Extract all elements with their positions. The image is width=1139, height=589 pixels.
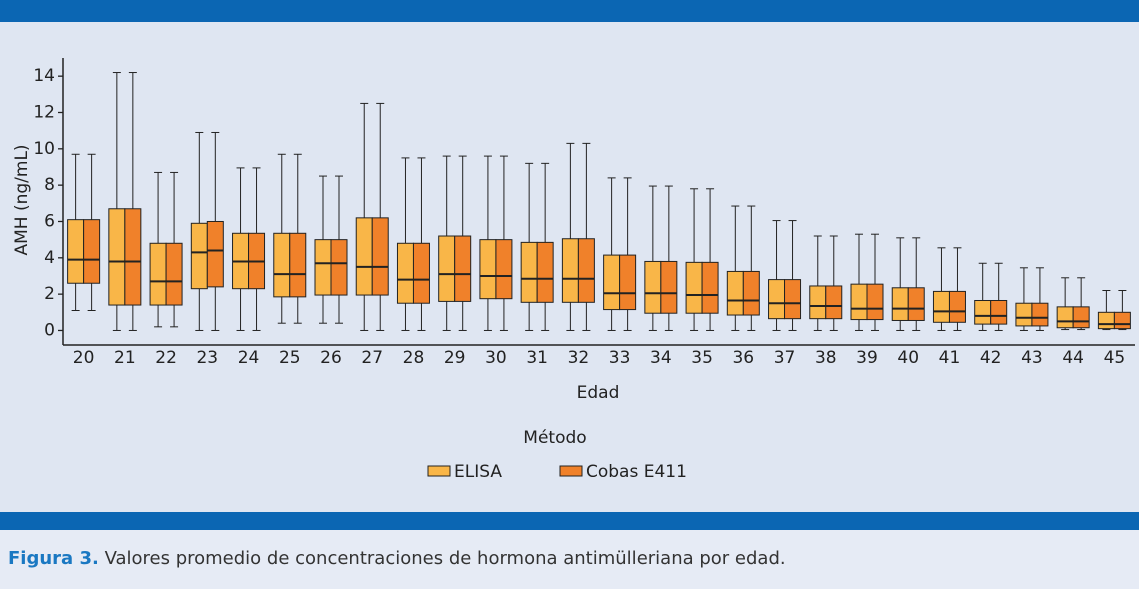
box bbox=[355, 217, 373, 296]
bottom-band bbox=[0, 512, 1139, 530]
x-tick-label: 28 bbox=[403, 348, 425, 368]
box bbox=[371, 217, 389, 296]
box bbox=[83, 219, 101, 284]
box bbox=[726, 270, 744, 316]
x-tick-label: 22 bbox=[155, 348, 177, 368]
box bbox=[67, 219, 85, 284]
x-tick-label: 27 bbox=[361, 348, 383, 368]
x-tick-label: 39 bbox=[856, 348, 878, 368]
box bbox=[149, 242, 167, 306]
x-tick-label: 41 bbox=[939, 348, 961, 368]
box bbox=[1097, 311, 1115, 330]
x-tick-label: 37 bbox=[774, 348, 796, 368]
x-tick-label: 44 bbox=[1062, 348, 1084, 368]
box bbox=[1072, 306, 1090, 329]
box bbox=[974, 299, 992, 325]
box bbox=[907, 287, 925, 321]
x-tick-label: 43 bbox=[1021, 348, 1043, 368]
box bbox=[891, 287, 909, 321]
x-tick-label: 31 bbox=[526, 348, 548, 368]
box bbox=[742, 270, 760, 316]
x-tick-label: 25 bbox=[279, 348, 301, 368]
box bbox=[536, 241, 554, 303]
x-tick-label: 20 bbox=[73, 348, 95, 368]
x-tick-label: 40 bbox=[897, 348, 919, 368]
x-tick-label: 24 bbox=[238, 348, 260, 368]
x-tick-label: 33 bbox=[609, 348, 631, 368]
box bbox=[685, 261, 703, 314]
box bbox=[932, 290, 950, 323]
box bbox=[1031, 302, 1049, 327]
box bbox=[289, 232, 307, 298]
box bbox=[190, 222, 208, 290]
box bbox=[784, 279, 802, 320]
x-tick-label: 21 bbox=[114, 348, 136, 368]
box bbox=[314, 239, 332, 296]
y-axis-label: AMH (ng/mL) bbox=[12, 144, 32, 255]
box bbox=[825, 285, 843, 320]
box bbox=[866, 283, 884, 321]
top-band bbox=[0, 0, 1139, 22]
x-tick-label: 35 bbox=[691, 348, 713, 368]
caption-text: Valores promedio de concentraciones de h… bbox=[104, 548, 786, 569]
box bbox=[644, 260, 662, 314]
x-tick-label: 23 bbox=[196, 348, 218, 368]
box bbox=[108, 208, 126, 306]
caption: Figura 3. Valores promedio de concentrac… bbox=[8, 548, 786, 569]
x-tick-label: 32 bbox=[568, 348, 590, 368]
box bbox=[701, 261, 719, 314]
box bbox=[124, 208, 142, 306]
box bbox=[1015, 302, 1033, 327]
x-tick-label: 26 bbox=[320, 348, 342, 368]
x-tick-label: 34 bbox=[650, 348, 672, 368]
legend-title: Método bbox=[523, 428, 586, 448]
x-tick-label: 38 bbox=[815, 348, 837, 368]
box bbox=[603, 254, 621, 311]
y-tick-label: 10 bbox=[33, 139, 55, 159]
y-tick-label: 4 bbox=[44, 248, 55, 268]
x-tick-label: 29 bbox=[444, 348, 466, 368]
y-tick-label: 8 bbox=[44, 175, 55, 195]
box bbox=[561, 238, 579, 303]
box bbox=[1113, 311, 1131, 330]
x-tick-label: 42 bbox=[980, 348, 1002, 368]
box bbox=[165, 242, 183, 306]
legend-swatch bbox=[427, 465, 451, 477]
caption-label: Figura 3. bbox=[8, 548, 99, 569]
box bbox=[768, 279, 786, 320]
x-tick-label: 30 bbox=[485, 348, 507, 368]
box bbox=[412, 242, 430, 304]
x-tick-label: 45 bbox=[1104, 348, 1126, 368]
x-axis-label: Edad bbox=[577, 383, 620, 403]
caption-bg bbox=[0, 530, 1139, 589]
box bbox=[809, 285, 827, 320]
legend-label: ELISA bbox=[454, 462, 502, 482]
box bbox=[520, 241, 538, 303]
box bbox=[577, 238, 595, 303]
y-tick-label: 12 bbox=[33, 102, 55, 122]
box bbox=[619, 254, 637, 311]
box bbox=[1056, 306, 1074, 329]
legend-label: Cobas E411 bbox=[586, 462, 687, 482]
y-tick-label: 14 bbox=[33, 66, 55, 86]
box bbox=[273, 232, 291, 298]
box bbox=[330, 239, 348, 296]
box bbox=[850, 283, 868, 321]
box bbox=[990, 299, 1008, 325]
box bbox=[438, 235, 456, 302]
box bbox=[495, 239, 513, 300]
box bbox=[454, 235, 472, 302]
box bbox=[396, 242, 414, 304]
y-tick-label: 6 bbox=[44, 211, 55, 231]
box bbox=[948, 290, 966, 323]
box bbox=[206, 220, 224, 288]
legend-swatch bbox=[559, 465, 583, 477]
y-tick-label: 0 bbox=[44, 320, 55, 340]
box bbox=[660, 260, 678, 314]
box bbox=[479, 239, 497, 300]
y-tick-label: 2 bbox=[44, 284, 55, 304]
x-tick-label: 36 bbox=[732, 348, 754, 368]
